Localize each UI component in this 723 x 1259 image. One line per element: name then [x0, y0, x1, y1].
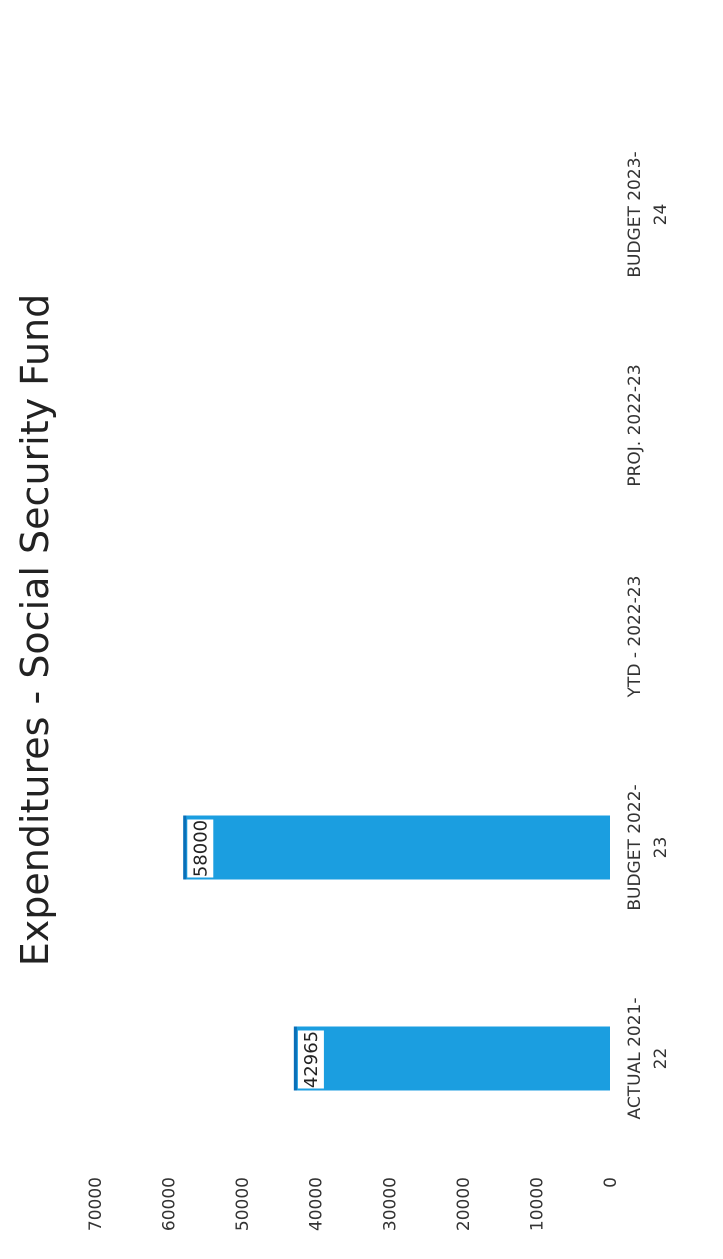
- y-tick-label: 50000: [233, 1177, 253, 1231]
- x-category-label: ACTUAL 2021-: [625, 998, 645, 1120]
- chart-title: Expenditures - Social Security Fund: [13, 294, 57, 967]
- x-category-label: PROJ. 2022-23: [625, 364, 645, 486]
- y-tick-label: 20000: [454, 1177, 474, 1231]
- y-tick-label: 60000: [160, 1177, 180, 1231]
- data-label-box: [297, 1030, 324, 1089]
- x-category-label: 24: [651, 204, 671, 226]
- x-category-label: BUDGET 2023-: [625, 151, 645, 277]
- bar: [293, 1026, 610, 1091]
- data-label: 58000: [190, 820, 211, 877]
- x-category-label: 22: [651, 1048, 671, 1070]
- bars-group: 42965 58000: [183, 815, 611, 1091]
- data-label: 42965: [301, 1031, 322, 1088]
- x-category-label: 23: [651, 837, 671, 859]
- bar-top-edge: [293, 1026, 297, 1091]
- bar: [183, 815, 611, 880]
- y-tick-label: 10000: [527, 1177, 547, 1231]
- y-axis: 0 10000 20000 30000 40000 50000 60000 70000: [86, 1177, 621, 1231]
- y-tick-label: 40000: [307, 1177, 327, 1231]
- y-tick-label: 70000: [86, 1177, 106, 1231]
- x-axis: ACTUAL 2021- 22 BUDGET 2022- 23 YTD - 2022-2…: [625, 151, 671, 1119]
- x-category-label: BUDGET 2022-: [625, 784, 645, 910]
- data-label-box: [187, 819, 214, 878]
- y-tick-label: 0: [601, 1177, 621, 1188]
- bar-top-edge: [183, 815, 187, 880]
- x-category-label: YTD - 2022-23: [625, 576, 645, 699]
- y-tick-label: 30000: [380, 1177, 400, 1231]
